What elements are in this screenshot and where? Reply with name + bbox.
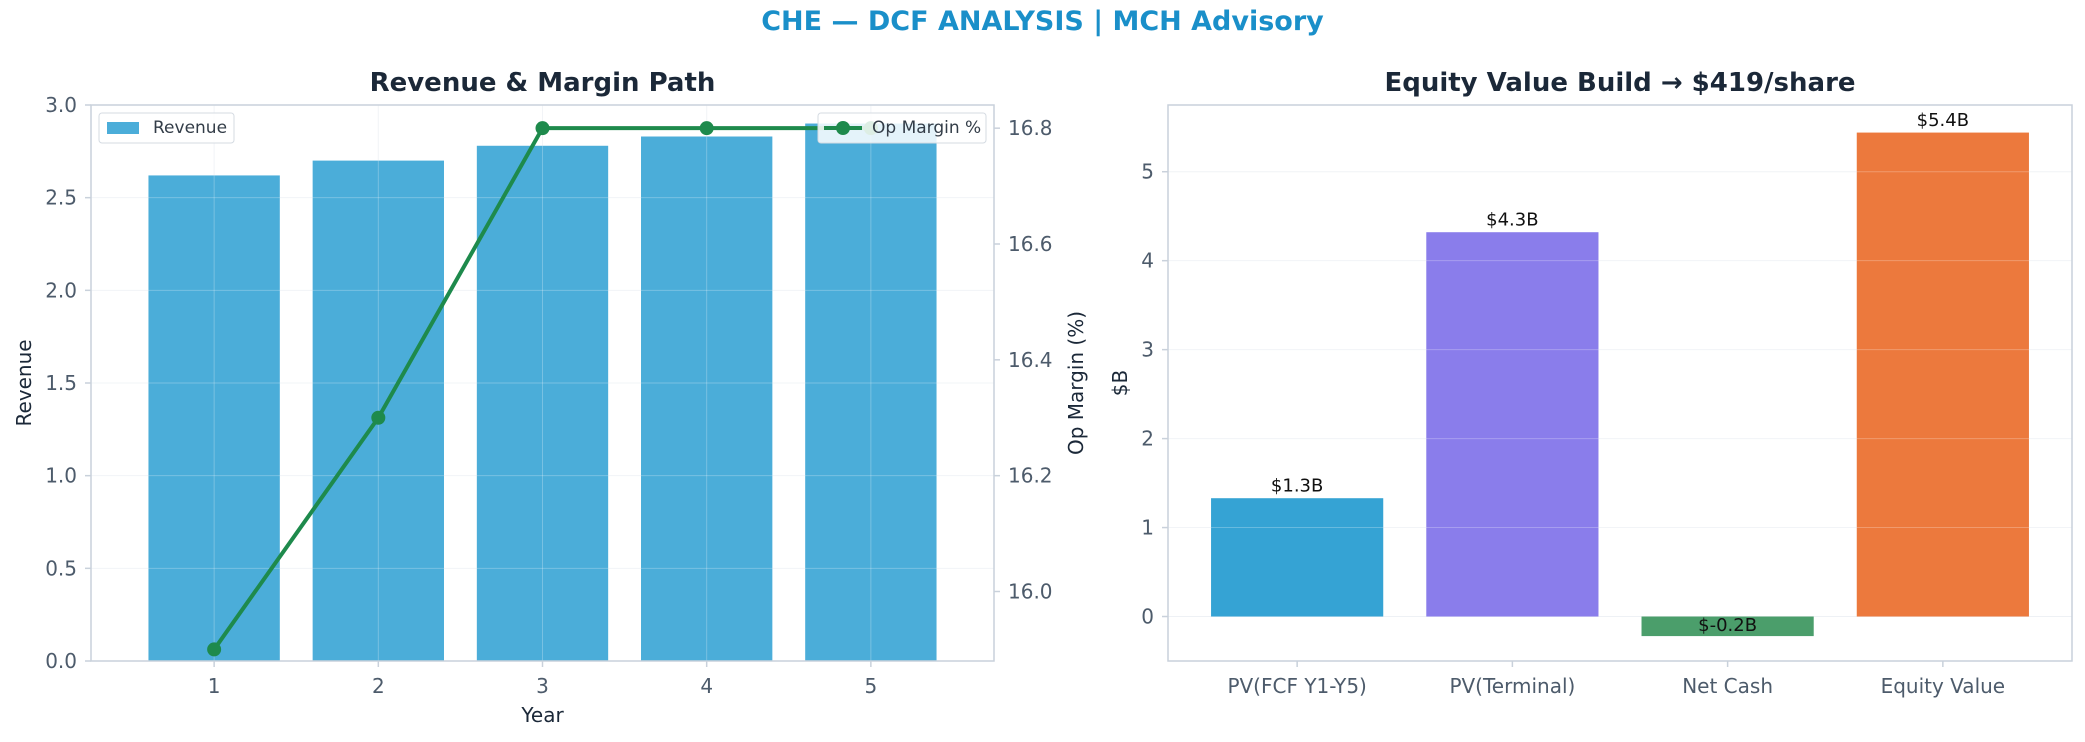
revenue-bar-1 xyxy=(148,175,280,661)
revenue-tick-label: 1.5 xyxy=(45,371,77,395)
equity-bar-2 xyxy=(1641,616,1814,637)
year-tick-label: 5 xyxy=(864,674,877,698)
year-tick-label: 2 xyxy=(372,674,385,698)
equity-data-label: $1.3B xyxy=(1271,476,1323,497)
equity-data-label: $-0.2B xyxy=(1698,615,1757,636)
revenue-legend-box xyxy=(98,112,235,144)
revenue-tick-label: 3.0 xyxy=(45,93,77,117)
equity-tick-label: 1 xyxy=(1141,516,1154,540)
op-margin-legend-box xyxy=(817,112,987,144)
equity-bar-1 xyxy=(1426,232,1599,617)
margin-tick-label: 16.4 xyxy=(1008,348,1053,372)
revenue-y-axis-label: Revenue xyxy=(12,339,36,426)
revenue-bar-3 xyxy=(476,145,609,662)
equity-category-label: Equity Value xyxy=(1881,674,2006,698)
equity-y-axis-label: $B xyxy=(1108,370,1132,396)
equity-tick-label: 2 xyxy=(1141,427,1154,451)
equity-category-label: Net Cash xyxy=(1682,674,1773,698)
revenue-x-axis-label: Year xyxy=(520,703,564,727)
op-margin-point-4 xyxy=(699,121,714,136)
equity-chart-title: Equity Value Build → $419/share xyxy=(1384,68,1855,98)
equity-category-label: PV(FCF Y1-Y5) xyxy=(1227,674,1366,698)
equity-tick-label: 5 xyxy=(1141,160,1154,184)
revenue-bar-4 xyxy=(641,136,773,662)
equity-category-label: PV(Terminal) xyxy=(1449,674,1575,698)
year-tick-label: 3 xyxy=(536,674,549,698)
revenue-tick-label: 0.0 xyxy=(45,649,77,673)
margin-tick-label: 16.6 xyxy=(1008,232,1053,256)
equity-bar-3 xyxy=(1856,132,2029,617)
margin-tick-label: 16.2 xyxy=(1008,464,1053,488)
year-tick-label: 1 xyxy=(208,674,221,698)
equity-data-label: $4.3B xyxy=(1486,210,1538,231)
op-margin-point-3 xyxy=(535,121,550,136)
year-tick-label: 4 xyxy=(700,674,713,698)
margin-y-axis-label: Op Margin (%) xyxy=(1064,311,1088,455)
revenue-legend-swatch xyxy=(107,122,139,134)
revenue-tick-label: 0.5 xyxy=(45,556,77,580)
equity-plot-frame xyxy=(1167,104,2073,662)
revenue-legend-label: Revenue xyxy=(153,118,227,138)
margin-tick-label: 16.0 xyxy=(1008,580,1053,604)
op-margin-legend-label: Op Margin % xyxy=(872,118,981,138)
equity-bar-0 xyxy=(1211,498,1384,617)
op-margin-point-2 xyxy=(371,410,386,425)
revenue-tick-label: 2.0 xyxy=(45,278,77,302)
revenue-chart-title: Revenue & Margin Path xyxy=(370,68,716,98)
equity-tick-label: 3 xyxy=(1141,338,1154,362)
revenue-tick-label: 1.0 xyxy=(45,464,77,488)
op-margin-point-1 xyxy=(207,642,222,657)
op-margin-legend-marker xyxy=(836,121,850,135)
equity-tick-label: 4 xyxy=(1141,249,1154,273)
figure-title: CHE — DCF ANALYSIS | MCH Advisory xyxy=(761,6,1324,37)
revenue-bar-5 xyxy=(805,123,937,662)
equity-tick-label: 0 xyxy=(1141,605,1154,629)
margin-tick-label: 16.8 xyxy=(1008,116,1053,140)
equity-data-label: $5.4B xyxy=(1917,110,1969,131)
revenue-tick-label: 2.5 xyxy=(45,186,77,210)
